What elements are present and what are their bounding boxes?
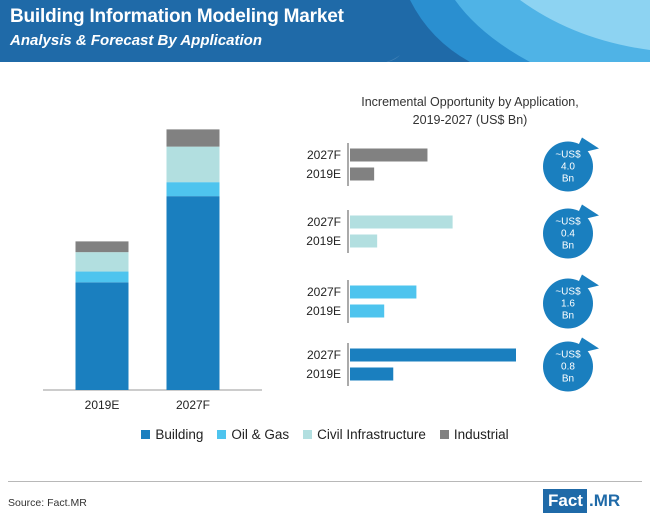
hbar-label-industrial-2027f: 2027F — [307, 148, 341, 162]
hbar-label-civil-infrastructure-2019e: 2019E — [306, 234, 341, 248]
legend-swatch-oil-gas — [217, 430, 227, 439]
bubble-text-civil-infrastructure-1: 0.4 — [561, 229, 575, 240]
bar-segment-civil-infrastructure-2027f — [166, 146, 220, 183]
bubble-text-building-1: 0.8 — [561, 362, 575, 373]
bubble-text-civil-infrastructure-2: Bn — [562, 241, 574, 252]
hbar-oil-gas-2019e — [350, 304, 385, 318]
value-bubble-civil-infrastructure — [543, 208, 593, 259]
bar-segment-oil-gas-2019e — [75, 271, 129, 283]
bar-segment-oil-gas-2027f — [166, 182, 220, 197]
legend-item-oil-gas: Oil & Gas — [217, 427, 289, 442]
legend-swatch-building — [141, 430, 151, 439]
hbar-label-industrial-2019e: 2019E — [306, 167, 341, 181]
hbar-label-oil-gas-2019e: 2019E — [306, 304, 341, 318]
page-subtitle: Analysis & Forecast By Application — [10, 32, 263, 49]
x-tick-label-2027f: 2027F — [176, 398, 210, 412]
bubble-text-oil-gas-1: 1.6 — [561, 299, 575, 310]
legend-swatch-civil-infrastructure — [303, 430, 313, 439]
value-bubble-industrial — [543, 141, 593, 192]
value-bubble-building — [543, 341, 593, 392]
bar-segment-industrial-2019e — [75, 241, 129, 253]
legend-item-industrial: Industrial — [439, 427, 509, 442]
page-title: Building Information Modeling Market — [10, 6, 344, 27]
hbar-building-2027f — [350, 348, 516, 362]
value-bubble-oil-gas — [543, 278, 593, 329]
factmr-logo: Fact .MR — [543, 489, 620, 513]
hbar-building-2019e — [350, 367, 394, 381]
bubble-text-oil-gas-0: ~US$ — [555, 287, 581, 298]
hbar-industrial-2027f — [350, 148, 428, 162]
logo-mr-text: .MR — [588, 491, 621, 510]
bubble-text-building-2: Bn — [562, 374, 574, 385]
bubble-text-industrial-1: 4.0 — [561, 162, 575, 173]
chart-legend: Building Oil & Gas Civil Infrastructure … — [0, 427, 650, 442]
header-decoration — [345, 0, 650, 62]
bubble-text-building-0: ~US$ — [555, 350, 581, 361]
bubble-text-oil-gas-2: Bn — [562, 311, 574, 322]
source-note: Source: Fact.MR — [8, 497, 87, 509]
bar-segment-building-2019e — [75, 282, 129, 390]
legend-label-civil-infrastructure: Civil Infrastructure — [317, 427, 426, 442]
legend-item-civil-infrastructure: Civil Infrastructure — [303, 427, 426, 442]
bubble-text-civil-infrastructure-0: ~US$ — [555, 217, 581, 228]
bar-segment-civil-infrastructure-2019e — [75, 252, 129, 272]
legend-label-oil-gas: Oil & Gas — [231, 427, 290, 442]
bubble-text-industrial-2: Bn — [562, 174, 574, 185]
bar-segment-industrial-2027f — [166, 129, 220, 147]
legend-label-industrial: Industrial — [453, 427, 509, 442]
hbar-oil-gas-2027f — [350, 285, 417, 299]
legend-label-building: Building — [155, 427, 204, 442]
hbar-label-building-2027f: 2027F — [307, 348, 341, 362]
x-tick-label-2019e: 2019E — [85, 398, 120, 412]
hbar-label-civil-infrastructure-2027f: 2027F — [307, 215, 341, 229]
hbar-civil-infrastructure-2019e — [350, 234, 378, 248]
bubble-text-industrial-0: ~US$ — [555, 150, 581, 161]
hbar-civil-infrastructure-2027f — [350, 215, 453, 229]
legend-swatch-industrial — [439, 430, 449, 439]
bar-segment-building-2027f — [166, 196, 220, 390]
opportunity-chart-title: Incremental Opportunity by Application, … — [361, 95, 579, 127]
hbar-industrial-2019e — [350, 167, 375, 181]
hbar-label-building-2019e: 2019E — [306, 367, 341, 381]
logo-fact-text: Fact — [543, 489, 587, 513]
footer-divider — [8, 481, 642, 482]
hbar-label-oil-gas-2027f: 2027F — [307, 285, 341, 299]
header-banner: Building Information Modeling Market Ana… — [0, 0, 650, 62]
legend-item-building: Building — [141, 427, 203, 442]
